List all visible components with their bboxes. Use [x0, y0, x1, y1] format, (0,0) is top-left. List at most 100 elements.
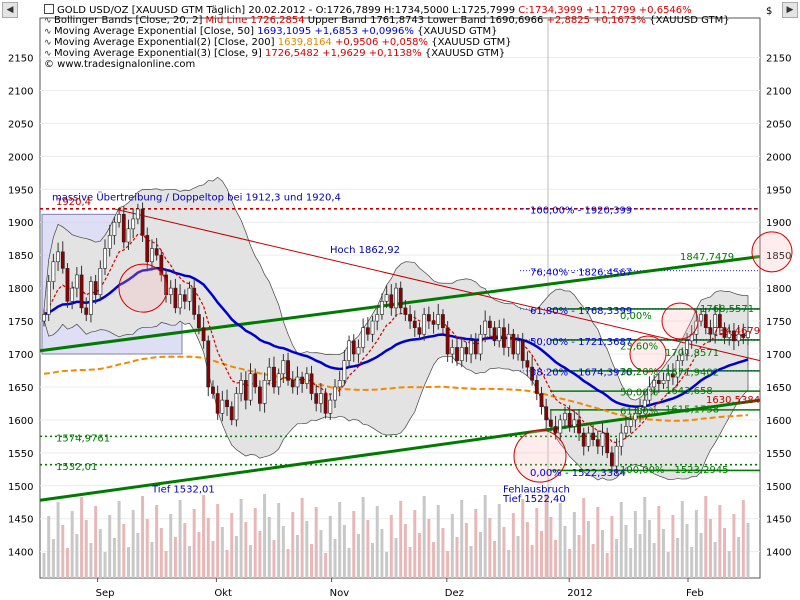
highlight-circle [629, 335, 667, 373]
y-tick-label-right: 2050 [766, 119, 791, 130]
candle-body [394, 287, 398, 309]
volume-bar [601, 530, 605, 578]
candle-body [473, 340, 478, 355]
candle-body [126, 228, 131, 243]
candle-body [89, 281, 93, 315]
volume-bar [178, 500, 182, 578]
right-label-1701: 1701,8571 [665, 348, 719, 359]
y-tick-label-right: 2000 [766, 152, 791, 163]
volume-bar [694, 510, 698, 578]
volume-bar [347, 548, 351, 578]
candle-body [300, 376, 305, 384]
candle-body [243, 380, 248, 401]
volume-bar [75, 534, 79, 578]
y-tick-label-right: 1750 [766, 317, 791, 328]
volume-bar [70, 511, 74, 578]
volume-bar [535, 508, 539, 578]
candle-body [74, 274, 79, 289]
y-axis-symbol-right: $ [766, 6, 772, 17]
volume-bar [314, 507, 318, 578]
candle-body [511, 333, 516, 355]
downtrend-line [114, 208, 761, 362]
candle-body [215, 393, 220, 414]
volume-bar [150, 542, 154, 578]
candle-body [272, 366, 276, 388]
volume-bar [328, 516, 332, 578]
scroll-left-button[interactable]: ◀ [2, 2, 18, 18]
annotation-level-1574: 1574,9761 [56, 434, 110, 445]
volume-bar [680, 501, 684, 578]
candle-body [408, 314, 412, 322]
legend-row-ema9[interactable]: ∿ Moving Average Exponential(3) [Close, 9… [44, 48, 506, 59]
volume-bar [249, 545, 253, 578]
y-tick-label-left: 1500 [8, 482, 33, 493]
legend-row-symbol[interactable]: GOLD USD/OZ [XAUUSD GTM Täglich] 20.02.2… [44, 4, 730, 16]
y-tick-label-right: 1600 [766, 416, 791, 427]
candle-body [581, 432, 586, 447]
candle-body [464, 347, 469, 355]
chart-legend: GOLD USD/OZ [XAUUSD GTM Täglich] 20.02.2… [44, 4, 730, 70]
candle-body [628, 419, 633, 427]
volume-bar [141, 496, 145, 578]
scroll-right-button[interactable]: ▶ [782, 2, 798, 18]
candle-body [253, 373, 258, 388]
volume-bar [65, 548, 69, 578]
volume-bar [42, 553, 46, 578]
volume-bar [281, 526, 285, 578]
volume-bar [131, 510, 135, 578]
volume-bar [291, 512, 295, 578]
volume-bar [708, 519, 712, 578]
volume-bar [718, 505, 722, 578]
volume-bar [211, 541, 215, 578]
volume-bar [713, 542, 717, 578]
volume-bar [126, 547, 130, 578]
candle-body [79, 274, 84, 309]
candle-body [319, 393, 323, 404]
legend-row-ema50[interactable]: ∿ Moving Average Exponential [Close, 50] … [44, 26, 498, 37]
legend-row-ema200[interactable]: ∿ Moving Average Exponential(2) [Close, 2… [44, 37, 512, 48]
candle-body [314, 393, 319, 404]
volume-bar [263, 494, 267, 578]
candle-body [389, 294, 394, 309]
candle-body [746, 331, 750, 338]
volume-bar [352, 511, 356, 578]
volume-bar [446, 551, 450, 578]
candle-body [741, 333, 746, 338]
volume-bar [582, 498, 586, 578]
right-label-1847: 1847,7479 [680, 252, 734, 263]
volume-bar [403, 524, 407, 578]
y-tick-label-left: 1600 [8, 416, 33, 427]
candle-body [65, 268, 70, 302]
candle-body [431, 320, 436, 325]
candle-body [356, 347, 361, 355]
candle-body [206, 340, 211, 388]
y-tick-label-left: 2000 [8, 152, 33, 163]
candle-body [717, 314, 722, 328]
y-tick-label-left: 1850 [8, 251, 33, 262]
volume-bar [89, 543, 93, 578]
candle-body [417, 327, 422, 335]
volume-bar [277, 503, 281, 578]
volume-bar [187, 546, 191, 578]
checkbox-icon[interactable] [44, 4, 54, 14]
candle-body [619, 432, 624, 447]
candle-body [403, 307, 408, 315]
candle-body [530, 366, 535, 381]
highlight-circle [118, 263, 168, 313]
candle-body [380, 300, 384, 315]
volume-bar [483, 495, 487, 578]
indicator-wave-icon: ∿ [44, 16, 52, 26]
candle-body [196, 314, 201, 328]
volume-bar [507, 550, 511, 578]
legend-row-bollinger[interactable]: ∿ Bollinger Bands [Close, 20, 2] Mid Line… [44, 15, 730, 26]
volume-bar [56, 502, 60, 578]
candle-body [577, 419, 581, 434]
highlight-circle [751, 231, 793, 273]
candle-body [211, 386, 215, 394]
candle-body [685, 340, 689, 355]
candle-body [121, 214, 126, 243]
candle-body [548, 419, 553, 427]
volume-bar [558, 503, 562, 578]
candle-body [154, 248, 159, 256]
candle-body [248, 373, 253, 401]
